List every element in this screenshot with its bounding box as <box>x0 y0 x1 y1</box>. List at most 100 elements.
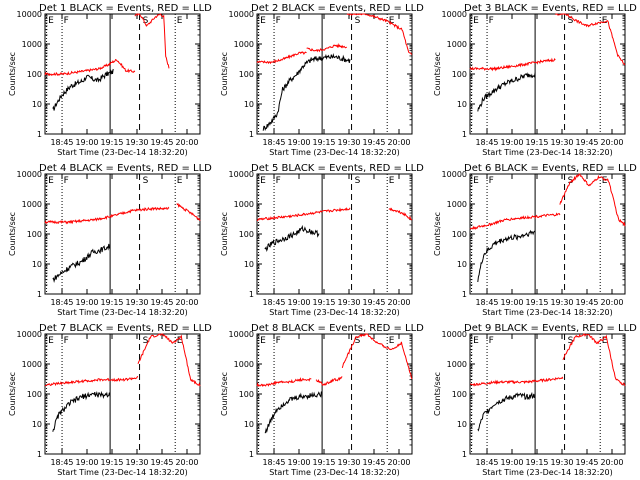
y-tick-label: 10000 <box>442 10 467 19</box>
series-lld-6-1 <box>469 212 561 230</box>
series-lld-2-3 <box>306 43 347 53</box>
y-tick-label: 1000 <box>447 360 467 369</box>
y-tick-label: 10 <box>244 100 254 109</box>
y-tick-label: 1 <box>249 290 254 299</box>
series-events-4-0 <box>52 243 111 284</box>
x-tick-label: 18:45 <box>262 458 285 467</box>
y-tick-label: 100 <box>239 230 254 239</box>
flag-label: S <box>355 336 361 346</box>
x-tick-label: 19:45 <box>575 458 598 467</box>
flag-label: E <box>602 16 608 26</box>
x-tick-label: 19:15 <box>525 138 548 147</box>
y-tick-label: 10 <box>457 100 467 109</box>
flag-label: S <box>568 16 574 26</box>
x-tick-label: 19:45 <box>362 138 385 147</box>
plot-frame <box>256 13 413 135</box>
flag-label: S <box>143 16 149 26</box>
flag-label: E <box>177 16 183 26</box>
y-tick-label: 1 <box>37 450 42 459</box>
x-tick-label: 19:45 <box>362 298 385 307</box>
x-tick-label: 18:45 <box>475 138 498 147</box>
flag-label: F <box>489 176 494 186</box>
x-tick-label: 20:00 <box>387 138 410 147</box>
x-axis-label: Start Time (23-Dec-14 18:32:20) <box>57 468 188 477</box>
y-tick-label: 1 <box>462 130 467 139</box>
flag-label: F <box>276 176 281 186</box>
x-tick-label: 19:30 <box>337 138 360 147</box>
panel-title: Det 7 BLACK = Events, RED = LLD <box>39 323 212 334</box>
series-lld-6-2 <box>559 173 626 227</box>
series-lld-3-2 <box>555 13 626 66</box>
panel-det-5: Det 5 BLACK = Events, RED = LLD 1 10 100 100… <box>220 163 424 317</box>
y-tick-label: 10 <box>244 420 254 429</box>
x-tick-label: 19:00 <box>287 298 310 307</box>
flag-label: S <box>143 176 149 186</box>
x-axis-label: Start Time (23-Dec-14 18:32:20) <box>482 148 613 157</box>
x-tick-label: 19:00 <box>75 458 98 467</box>
x-tick-label: 18:45 <box>475 298 498 307</box>
x-tick-label: 18:45 <box>50 298 73 307</box>
series-lld-5-1 <box>256 207 351 222</box>
panel-det-8: Det 8 BLACK = Events, RED = LLD 1 10 100 100… <box>220 323 424 477</box>
y-tick-label: 10000 <box>229 10 254 19</box>
panel-title: Det 9 BLACK = Events, RED = LLD <box>464 323 637 334</box>
series-lld-5-2 <box>388 207 413 221</box>
y-tick-label: 10 <box>32 100 42 109</box>
series-lld-2-2 <box>256 51 307 65</box>
x-tick-label: 19:30 <box>550 138 573 147</box>
panel-title: Det 5 BLACK = Events, RED = LLD <box>251 163 424 174</box>
series-lld-4-1 <box>44 206 170 225</box>
x-axis-label: Start Time (23-Dec-14 18:32:20) <box>482 308 613 317</box>
y-tick-label: 1 <box>249 450 254 459</box>
flag-label: S <box>568 176 574 186</box>
flag-label: F <box>489 16 494 26</box>
x-tick-label: 19:30 <box>125 138 148 147</box>
x-tick-label: 19:00 <box>287 138 310 147</box>
panel-title: Det 1 BLACK = Events, RED = LLD <box>39 3 212 14</box>
y-tick-label: 10 <box>457 420 467 429</box>
x-tick-label: 19:45 <box>150 458 173 467</box>
x-tick-label: 19:00 <box>75 138 98 147</box>
flag-label: E <box>473 176 479 186</box>
series-lld-7-1 <box>44 376 139 387</box>
series-lld-8-2 <box>315 376 343 386</box>
series-events-1-0 <box>52 68 114 111</box>
x-tick-label: 20:00 <box>175 458 198 467</box>
x-tick-label: 19:00 <box>500 298 523 307</box>
panel-det-4: Det 4 BLACK = Events, RED = LLD 1 10 100 100… <box>8 163 212 317</box>
x-tick-label: 19:15 <box>312 138 335 147</box>
x-tick-label: 19:45 <box>362 458 385 467</box>
y-tick-label: 1000 <box>234 200 254 209</box>
series-lld-7-2 <box>137 333 201 387</box>
plot-frame <box>469 333 626 455</box>
x-tick-label: 19:15 <box>312 298 335 307</box>
x-tick-label: 19:30 <box>550 458 573 467</box>
panel-title: Det 6 BLACK = Events, RED = LLD <box>464 163 637 174</box>
y-axis-label: Counts/sec <box>220 212 229 256</box>
plot-frame <box>256 173 413 295</box>
x-tick-label: 18:45 <box>262 298 285 307</box>
flag-label: E <box>389 176 395 186</box>
y-tick-label: 1 <box>37 130 42 139</box>
y-tick-label: 10000 <box>17 10 42 19</box>
y-tick-label: 100 <box>452 230 467 239</box>
plot-frame <box>44 173 201 295</box>
y-tick-label: 100 <box>239 70 254 79</box>
x-tick-label: 19:00 <box>500 458 523 467</box>
series-events-3-0 <box>477 72 536 112</box>
y-tick-label: 1 <box>462 450 467 459</box>
x-tick-label: 19:30 <box>125 298 148 307</box>
y-tick-label: 10 <box>244 260 254 269</box>
plot-frame <box>469 13 626 135</box>
y-tick-label: 1000 <box>234 40 254 49</box>
flag-label: S <box>568 336 574 346</box>
y-tick-label: 1000 <box>22 360 42 369</box>
flag-label: S <box>355 16 361 26</box>
x-tick-label: 20:00 <box>600 138 623 147</box>
x-tick-label: 19:45 <box>150 138 173 147</box>
x-tick-label: 18:45 <box>50 138 73 147</box>
flag-label: E <box>48 16 54 26</box>
x-tick-label: 20:00 <box>175 298 198 307</box>
x-tick-label: 19:15 <box>100 298 123 307</box>
x-tick-label: 19:15 <box>312 458 335 467</box>
